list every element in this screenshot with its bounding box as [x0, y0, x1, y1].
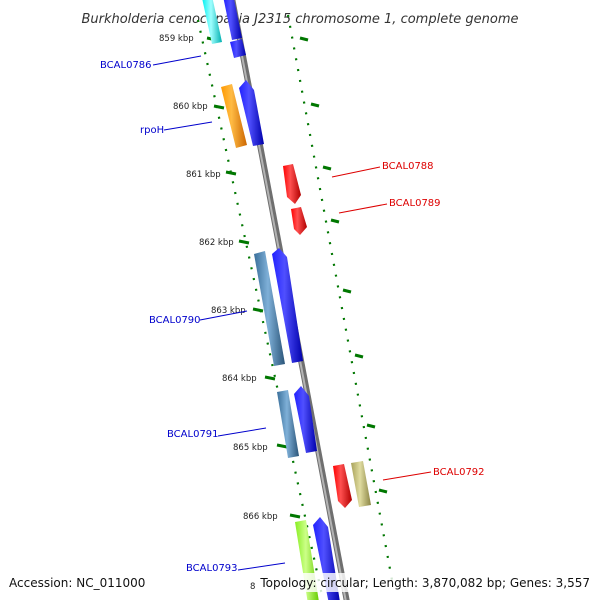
label-bcal0793[interactable]: BCAL0793: [186, 562, 286, 574]
gene-label: BCAL0786: [100, 60, 152, 71]
leader-line: [163, 121, 213, 131]
tick-mark: [366, 423, 376, 429]
gene-rpoh-category: [221, 84, 247, 148]
tick-label: 862 kbp: [199, 238, 234, 248]
leader-line: [152, 55, 202, 66]
footer-backdrop: [256, 573, 594, 592]
tick-mark: [378, 488, 388, 494]
feature-bcal0789[interactable]: [291, 207, 307, 235]
gene-bcal0789-arrow: [291, 207, 307, 235]
feature-bcal0791[interactable]: [277, 386, 317, 458]
label-bcal0789[interactable]: BCAL0789: [338, 198, 441, 214]
tick-mark: [276, 443, 288, 449]
gene-label: BCAL0792: [433, 467, 485, 478]
gene-label: BCAL0790: [149, 315, 201, 326]
gene-bcal0786-arrow-tail: [230, 39, 246, 58]
tick-mark: [310, 102, 320, 108]
leader-line: [199, 310, 248, 321]
label-bcal0786[interactable]: BCAL0786: [100, 55, 202, 71]
tick-mark: [225, 170, 237, 176]
tick-label: 863 kbp: [211, 306, 246, 316]
tick-track-right: [286, 14, 394, 581]
tick-label: 860 kbp: [173, 102, 208, 112]
gene-bcal0788-arrow: [283, 164, 301, 204]
gene-bcal0790-category: [254, 251, 285, 366]
tick-mark: [264, 375, 276, 381]
leader-line: [331, 166, 381, 178]
gene-label: BCAL0793: [186, 563, 238, 574]
leader-line: [382, 471, 432, 481]
label-bcal0790[interactable]: BCAL0790: [149, 310, 248, 326]
tick-mark: [354, 353, 364, 359]
map-title: Burkholderia cenocepacia J2315 chromosom…: [81, 12, 518, 27]
tick-mark: [238, 239, 250, 245]
gene-bcal0791-arrow: [294, 386, 317, 453]
feature-bcal0790[interactable]: [254, 248, 303, 366]
tick-label: 861 kbp: [186, 170, 221, 180]
tick-label: 866 kbp: [243, 512, 278, 522]
label-bcal0792[interactable]: BCAL0792: [382, 467, 485, 481]
major-ticks: [206, 36, 388, 519]
tick-mark: [289, 513, 301, 519]
tick-mark: [299, 36, 309, 42]
topology-text: Topology: circular; Length: 3,870,082 bp…: [259, 576, 590, 590]
tick-label-partial: 8: [250, 582, 255, 592]
feature-bcal0792[interactable]: [333, 461, 371, 508]
tick-mark: [342, 288, 352, 294]
gene-bcal0786-arrow: [223, 0, 242, 40]
gene-label: BCAL0791: [167, 429, 219, 440]
gene-label: BCAL0788: [382, 161, 434, 172]
tick-mark: [213, 104, 225, 110]
feature-bcal0786[interactable]: [202, 0, 246, 58]
feature-bcal0788[interactable]: [283, 164, 301, 204]
feature-rpoh[interactable]: [221, 80, 264, 148]
gene-bcal0792-category: [351, 461, 371, 507]
label-rpoh[interactable]: rpoH: [140, 121, 213, 136]
gene-bcal0790-arrow: [272, 248, 303, 363]
tick-mark: [330, 218, 340, 224]
gene-label: BCAL0789: [389, 198, 441, 209]
gene-label: rpoH: [140, 125, 164, 136]
tick-label: 864 kbp: [222, 374, 257, 384]
gene-bcal0792-arrow: [333, 464, 352, 508]
tick-label: 865 kbp: [233, 443, 268, 453]
tick-labels: 859 kbp 860 kbp 861 kbp 862 kbp 863 kbp …: [159, 34, 278, 592]
leader-line: [338, 203, 388, 214]
gene-bcal0791-category: [277, 390, 299, 458]
accession-text: Accession: NC_011000: [9, 576, 145, 590]
leader-line: [237, 562, 286, 571]
tick-mark: [252, 307, 264, 313]
leader-line: [217, 427, 267, 437]
tick-label: 859 kbp: [159, 34, 194, 44]
label-bcal0791[interactable]: BCAL0791: [167, 427, 267, 440]
tick-mark: [322, 165, 332, 171]
gene-bcal0786-category: [202, 0, 222, 44]
gene-rpoh-arrow: [239, 80, 264, 146]
label-bcal0788[interactable]: BCAL0788: [331, 161, 434, 178]
